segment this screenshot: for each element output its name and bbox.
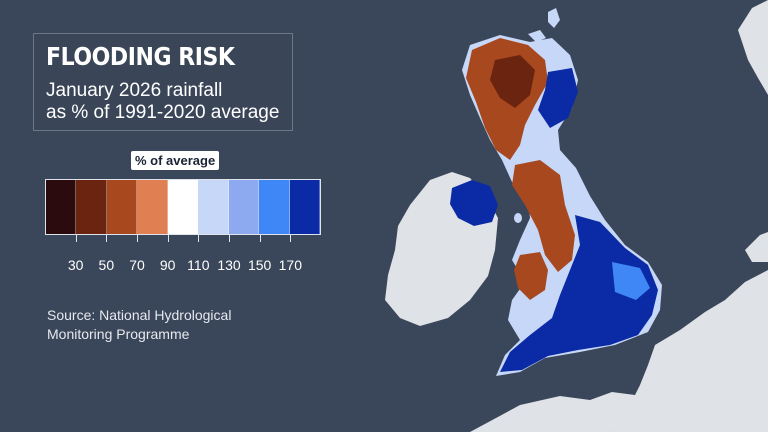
legend-tick [229,235,230,242]
legend-tick [137,235,138,242]
scandinavia [738,0,768,95]
legend-tick [259,235,261,242]
legend-swatch [259,180,290,234]
legend-tick-label: 30 [67,257,84,273]
legend-tick-label: 50 [98,257,115,273]
legend-swatch [228,180,260,234]
continental-europe [610,270,768,432]
legend-swatch [167,180,199,234]
legend-tick [75,235,77,242]
subtitle-line-1: January 2026 rainfall [46,80,223,101]
subtitle-line-2: as % of 1991-2020 average [46,102,280,123]
legend-swatch [106,180,138,234]
shetland [548,8,560,28]
legend-tick [167,235,169,242]
northern-ireland [450,180,498,226]
orkney [528,30,546,42]
eastern-scotland [538,68,578,128]
legend-tick-label: 130 [217,257,241,273]
legend-tick-label: 90 [159,257,176,273]
title-box: FLOODING RISK January 2026 rainfall as %… [33,33,293,131]
legend-swatch [46,180,77,234]
east-anglia [612,262,650,300]
legend-tick-label: 110 [187,257,210,273]
legend-tick-label: 150 [247,257,272,273]
southern-england [500,215,658,372]
legend-tick-label: 170 [278,257,302,273]
legend-title: % of average [131,151,220,170]
source-line-1: Source: National Hydrological [47,307,232,323]
legend-tick [106,235,108,242]
legend-swatch [198,180,229,234]
legend-tick [290,235,292,242]
legend-swatch [289,180,320,234]
source-line-2: Monitoring Programme [47,326,190,342]
legend-color-bar [45,179,321,235]
page-title: FLOODING RISK [46,42,235,71]
legend-tick-label: 70 [129,257,145,273]
pennines [512,160,575,272]
scotland-core [490,55,535,108]
denmark [745,232,768,262]
legend-swatch [76,180,107,234]
france-coast [470,392,635,432]
isle-of-man [514,213,522,223]
legend-swatch [137,180,168,234]
legend-tick [198,235,200,242]
wales [514,252,548,300]
